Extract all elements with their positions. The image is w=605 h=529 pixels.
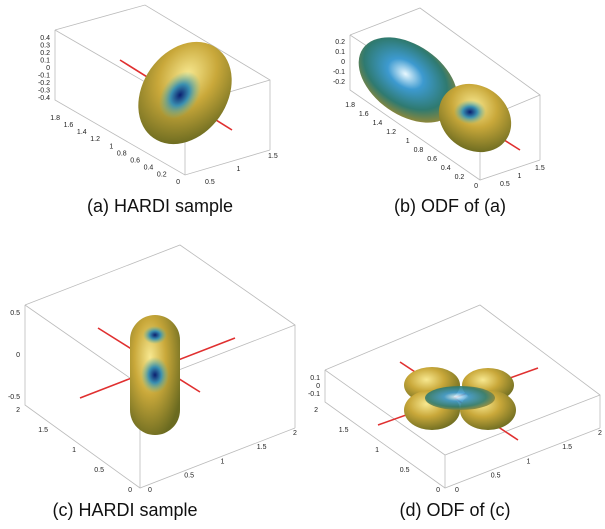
tick-label: -0.2 [333,79,345,86]
tick-label: 0 [176,179,180,186]
tick-label: 0 [148,487,152,494]
tick-label: 1 [406,138,410,145]
tick-label: -0.1 [38,72,50,79]
tick-label: 0.2 [335,39,345,46]
caption: (c) HARDI sample [52,500,197,520]
tick-label: 0.5 [184,473,194,480]
tick-label: 0.8 [414,147,424,154]
tick-label: 0.5 [500,181,510,188]
tick-label: 1.8 [50,115,60,122]
tick-label: 0 [436,487,440,494]
tick-label: -0.3 [38,87,50,94]
tick-label: 2 [314,407,318,414]
caption: (a) HARDI sample [87,196,233,216]
tick-label: 0.1 [40,57,50,64]
tick-label: 0.5 [491,473,501,480]
tick-label: 1.5 [268,153,278,160]
tick-label: 1 [518,173,522,180]
tick-label: 1 [221,458,225,465]
tick-label: 0.2 [455,174,465,181]
tick-label: 0.8 [117,150,127,157]
tick-label: 0.1 [310,375,320,382]
tick-label: 2 [598,430,602,437]
tick-label: 0 [341,59,345,66]
tick-label: 1.2 [90,136,100,143]
tick-label: 0.6 [130,158,140,165]
tick-label: 1 [527,458,531,465]
tick-label: 1.5 [535,165,545,172]
tick-label: 0.4 [144,165,154,172]
panel-a-box [54,4,271,176]
tick-label: 1.5 [562,444,572,451]
tick-label: 0.2 [40,50,50,57]
tick-label: 1 [72,447,76,454]
tick-label: 0.4 [40,35,50,42]
caption: (b) ODF of (a) [394,196,506,216]
tick-label: 0.5 [205,179,215,186]
tick-label: 1.8 [345,102,355,109]
tick-label: -0.2 [38,80,50,87]
tick-label: -0.1 [308,391,320,398]
tick-label: 0.5 [400,467,410,474]
tick-label: 0.5 [10,310,20,317]
tick-label: 1.4 [373,120,383,127]
tick-label: -0.5 [8,394,20,401]
tick-label: -0.4 [38,95,50,102]
panel-d-box [324,304,601,489]
tick-label: 1 [375,447,379,454]
tick-label: 0.5 [94,467,104,474]
tick-label: 2 [293,430,297,437]
tick-label: 0.1 [335,49,345,56]
tick-label: 0.4 [441,165,451,172]
tick-label: 0 [46,65,50,72]
tick-label: 1 [109,143,113,150]
tick-label: 0.2 [157,172,167,179]
tick-label: 0 [16,352,20,359]
tick-label: 0.3 [40,42,50,49]
tick-label: 1.5 [257,444,267,451]
tick-label: 0 [128,487,132,494]
tick-label: 1.2 [386,129,396,136]
tick-label: 1.5 [339,427,349,434]
tick-label: 2 [16,407,20,414]
panel-c-box [24,244,296,489]
tick-label: 1.6 [359,111,369,118]
panel-b-box [349,7,541,181]
tick-label: 1.4 [77,129,87,136]
tick-label: 1.5 [38,427,48,434]
tick-label: 0 [474,183,478,190]
tick-label: 0 [316,383,320,390]
tick-label: 1 [237,166,241,173]
tick-label: 0.6 [427,156,437,163]
tick-label: -0.1 [333,69,345,76]
caption: (d) ODF of (c) [400,500,511,520]
tick-label: 1.6 [64,122,74,129]
tick-label: 0 [455,487,459,494]
